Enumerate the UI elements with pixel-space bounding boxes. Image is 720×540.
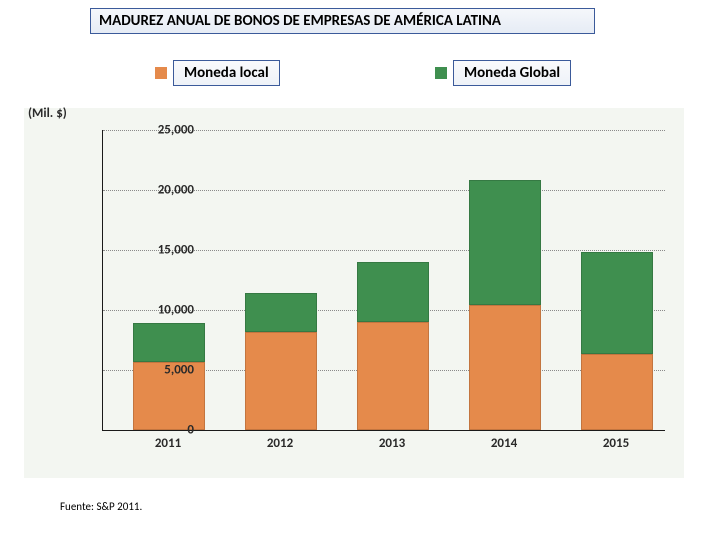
bar-group [357,262,429,430]
bar-segment-global [133,323,205,361]
legend-label-local: Moneda local [173,60,280,86]
plot-area [102,130,665,431]
legend-item-global: Moneda Global [435,60,571,86]
bar-segment-global [469,180,541,305]
bar-segment-global [581,252,653,354]
legend-label-global: Moneda Global [453,60,571,86]
source-text: Fuente: S&P 2011. [60,500,142,513]
bar-group [245,293,317,430]
bar-segment-local [245,332,317,430]
x-tick-label: 2011 [155,436,181,451]
chart-title: MADUREZ ANUAL DE BONOS DE EMPRESAS DE AM… [90,8,595,34]
y-tick-label: 5,000 [114,363,194,378]
legend-item-local: Moneda local [155,60,280,86]
bar-segment-global [357,262,429,322]
bar-group [581,252,653,430]
bar-segment-local [469,305,541,430]
y-axis-label: (Mil. $) [28,106,67,121]
y-tick-label: 15,000 [114,243,194,258]
chart-frame: (Mil. $) 05,00010,00015,00020,00025,0002… [24,108,684,478]
y-tick-label: 25,000 [114,123,194,138]
x-tick-label: 2014 [491,436,517,451]
bar-segment-local [581,354,653,430]
x-tick-label: 2015 [603,436,629,451]
x-tick-label: 2013 [379,436,405,451]
legend-swatch-local [155,67,167,79]
bar-group [469,180,541,430]
bar-segment-local [357,322,429,430]
y-tick-label: 20,000 [114,183,194,198]
x-tick-label: 2012 [267,436,293,451]
legend-swatch-global [435,67,447,79]
y-tick-label: 10,000 [114,303,194,318]
bar-segment-global [245,293,317,331]
